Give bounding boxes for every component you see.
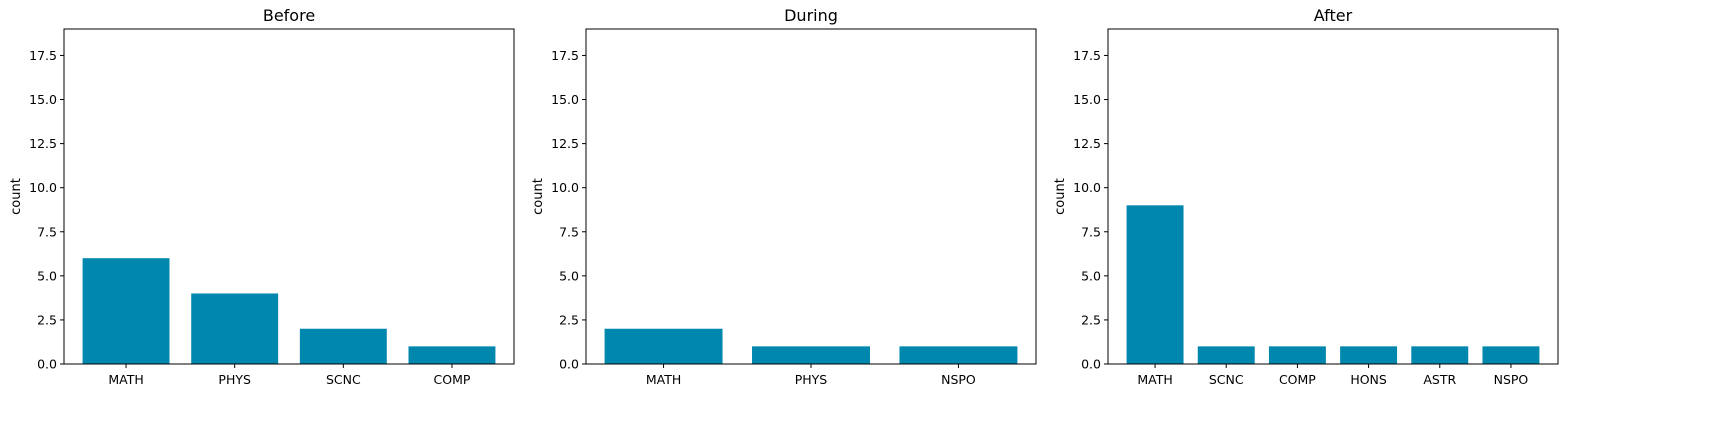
x-tick-label: MATH: [1137, 372, 1172, 387]
y-tick-label: 7.5: [559, 224, 579, 239]
bar-scnc: [1197, 346, 1255, 364]
y-tick-label: 7.5: [37, 224, 57, 239]
y-tick-label: 12.5: [551, 136, 579, 151]
x-tick-label: PHYS: [218, 372, 251, 387]
y-tick-label: 17.5: [551, 48, 579, 63]
x-tick-label: HONS: [1350, 372, 1387, 387]
bar-phys: [752, 346, 870, 364]
y-tick-label: 2.5: [37, 312, 57, 327]
plot-frame: [63, 28, 515, 365]
x-tick-label: COMP: [434, 372, 471, 387]
y-tick-label: 0.0: [1081, 357, 1101, 372]
y-tick-label: 0.0: [37, 357, 57, 372]
bar-math: [1126, 205, 1184, 364]
y-tick-label: 17.5: [1073, 48, 1101, 63]
x-tick-label: NSPO: [941, 372, 976, 387]
x-tick-label: COMP: [1279, 372, 1316, 387]
chart-panel-before: Before count 0.0 2.5 5.0 7.5 10.0 12.5 15.0 17.5 M…: [9, 6, 515, 387]
y-tick-label: 7.5: [1081, 224, 1101, 239]
y-axis-label: count: [531, 178, 546, 215]
y-axis-label: count: [9, 178, 24, 215]
bar-astr: [1411, 346, 1469, 364]
y-tick-label: 2.5: [1081, 312, 1101, 327]
chart-panel-during: During count 0.0 2.5 5.0 7.5 10.0 12.5 15.0 17.5 M…: [531, 6, 1037, 387]
x-tick-label: SCNC: [1209, 372, 1244, 387]
y-tick-label: 15.0: [29, 92, 57, 107]
y-tick-label: 12.5: [29, 136, 57, 151]
x-tick-label: MATH: [646, 372, 681, 387]
y-tick-label: 5.0: [37, 268, 57, 283]
bar-hons: [1340, 346, 1398, 364]
bar-comp: [408, 346, 496, 364]
plot-frame: [585, 28, 1037, 365]
bar-phys: [191, 293, 279, 364]
bar-math: [604, 328, 723, 364]
y-tick-label: 15.0: [551, 92, 579, 107]
bar-nspo: [899, 346, 1018, 364]
x-tick-label: SCNC: [326, 372, 361, 387]
y-tick-label: 12.5: [1073, 136, 1101, 151]
y-tick-label: 0.0: [559, 357, 579, 372]
y-axis-label: count: [1053, 178, 1068, 215]
bar-math: [82, 258, 170, 364]
x-tick-label: ASTR: [1423, 372, 1456, 387]
chart-title: Before: [263, 6, 315, 25]
x-tick-label: MATH: [108, 372, 143, 387]
bar-nspo: [1482, 346, 1540, 364]
chart-title: During: [784, 6, 838, 25]
y-tick-label: 5.0: [1081, 268, 1101, 283]
bar-scnc: [299, 328, 387, 364]
y-tick-label: 5.0: [559, 268, 579, 283]
y-tick-label: 10.0: [29, 180, 57, 195]
bar-comp: [1268, 346, 1326, 364]
chart-panel-after: After count 0.0 2.5 5.0 7.5 10.0 12.5 15.0 17.5 MA…: [1053, 6, 1559, 387]
plot-frame: [1107, 28, 1559, 365]
y-tick-label: 10.0: [551, 180, 579, 195]
y-tick-label: 17.5: [29, 48, 57, 63]
y-tick-label: 10.0: [1073, 180, 1101, 195]
y-tick-label: 2.5: [559, 312, 579, 327]
x-tick-label: PHYS: [795, 372, 828, 387]
chart-title: After: [1314, 6, 1353, 25]
y-tick-label: 15.0: [1073, 92, 1101, 107]
x-tick-label: NSPO: [1494, 372, 1529, 387]
